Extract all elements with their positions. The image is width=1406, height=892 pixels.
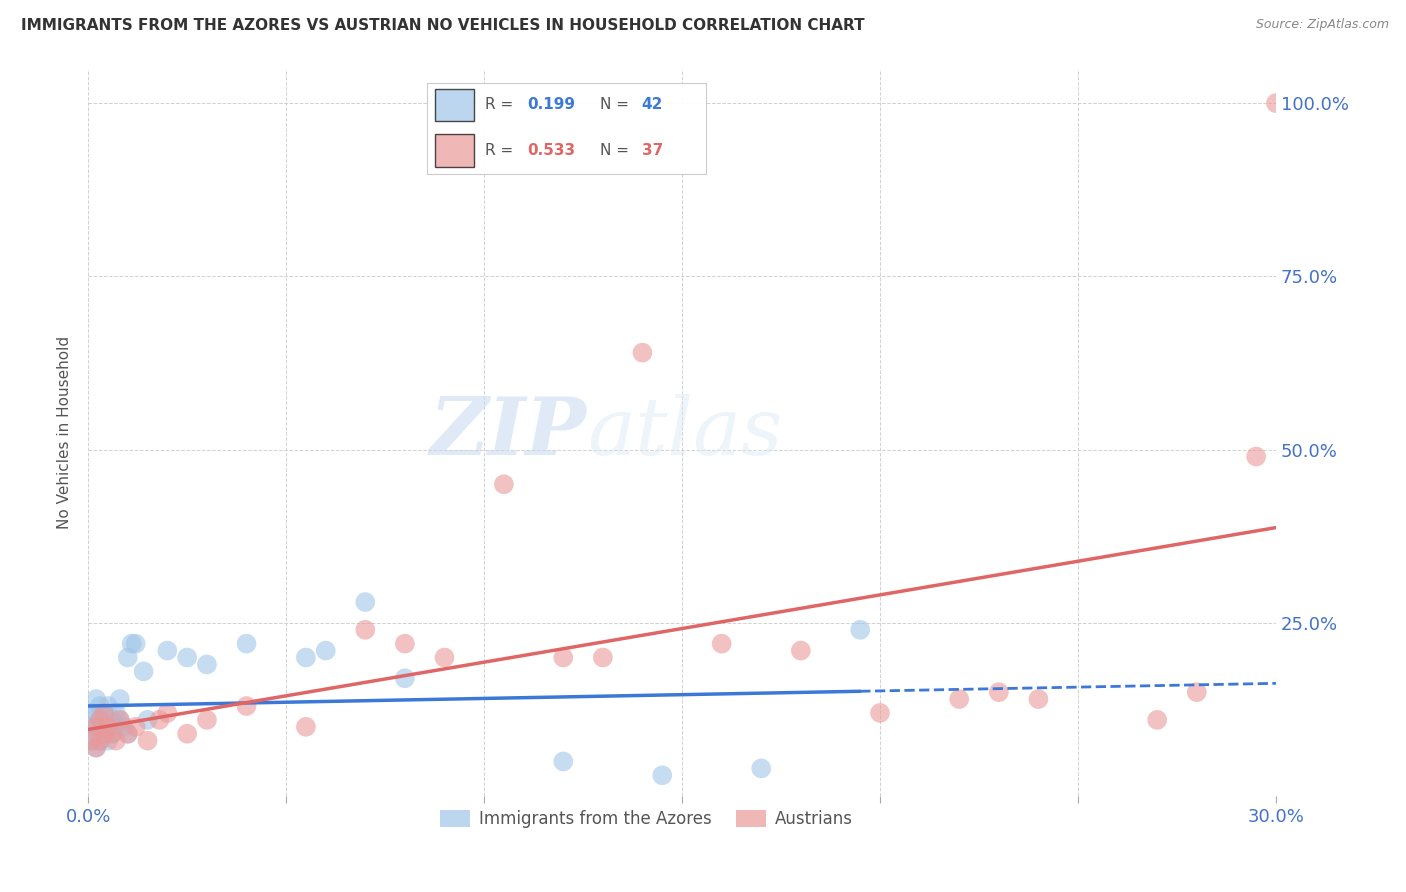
Point bbox=[394, 671, 416, 685]
Point bbox=[97, 720, 120, 734]
Point bbox=[84, 740, 107, 755]
Point bbox=[235, 698, 257, 713]
Point bbox=[117, 727, 139, 741]
Point bbox=[710, 637, 733, 651]
Text: atlas: atlas bbox=[588, 393, 782, 471]
Point bbox=[1146, 713, 1168, 727]
Point bbox=[101, 727, 124, 741]
Point bbox=[101, 713, 124, 727]
Point bbox=[156, 643, 179, 657]
Point bbox=[295, 720, 318, 734]
Point bbox=[553, 755, 575, 769]
Point bbox=[89, 720, 111, 734]
Point bbox=[592, 650, 614, 665]
Point bbox=[84, 720, 107, 734]
Point bbox=[82, 733, 104, 747]
Point bbox=[89, 713, 111, 727]
Point bbox=[82, 733, 104, 747]
Point bbox=[104, 733, 127, 747]
Point bbox=[97, 733, 120, 747]
Point bbox=[235, 637, 257, 651]
Point bbox=[176, 650, 198, 665]
Point bbox=[195, 713, 218, 727]
Point bbox=[176, 727, 198, 741]
Point bbox=[492, 477, 515, 491]
Text: Source: ZipAtlas.com: Source: ZipAtlas.com bbox=[1256, 18, 1389, 31]
Point bbox=[136, 733, 159, 747]
Legend: Immigrants from the Azores, Austrians: Immigrants from the Azores, Austrians bbox=[433, 804, 859, 835]
Point bbox=[101, 727, 124, 741]
Point bbox=[82, 720, 104, 734]
Point bbox=[136, 713, 159, 727]
Point bbox=[93, 706, 115, 720]
Point bbox=[82, 706, 104, 720]
Point bbox=[104, 706, 127, 720]
Point bbox=[84, 720, 107, 734]
Point bbox=[1265, 96, 1288, 111]
Point bbox=[117, 650, 139, 665]
Point bbox=[84, 706, 107, 720]
Point bbox=[84, 740, 107, 755]
Point bbox=[84, 692, 107, 706]
Point bbox=[948, 692, 970, 706]
Point bbox=[394, 637, 416, 651]
Point bbox=[132, 665, 155, 679]
Point bbox=[89, 698, 111, 713]
Point bbox=[433, 650, 456, 665]
Point bbox=[749, 761, 772, 775]
Point bbox=[790, 643, 813, 657]
Point bbox=[1185, 685, 1208, 699]
Point bbox=[553, 650, 575, 665]
Point bbox=[631, 345, 654, 359]
Point bbox=[156, 706, 179, 720]
Y-axis label: No Vehicles in Household: No Vehicles in Household bbox=[58, 335, 72, 529]
Point bbox=[104, 720, 127, 734]
Point bbox=[89, 733, 111, 747]
Point bbox=[295, 650, 318, 665]
Point bbox=[987, 685, 1010, 699]
Point bbox=[117, 727, 139, 741]
Point bbox=[93, 706, 115, 720]
Point bbox=[108, 692, 131, 706]
Text: ZIP: ZIP bbox=[430, 393, 588, 471]
Text: IMMIGRANTS FROM THE AZORES VS AUSTRIAN NO VEHICLES IN HOUSEHOLD CORRELATION CHAR: IMMIGRANTS FROM THE AZORES VS AUSTRIAN N… bbox=[21, 18, 865, 33]
Point bbox=[849, 623, 872, 637]
Point bbox=[108, 713, 131, 727]
Point bbox=[93, 727, 115, 741]
Point bbox=[93, 727, 115, 741]
Point bbox=[1244, 450, 1267, 464]
Point bbox=[112, 720, 135, 734]
Point bbox=[1028, 692, 1050, 706]
Point bbox=[869, 706, 891, 720]
Point bbox=[89, 733, 111, 747]
Point bbox=[148, 713, 170, 727]
Point bbox=[97, 698, 120, 713]
Point bbox=[354, 623, 377, 637]
Point bbox=[97, 720, 120, 734]
Point bbox=[89, 713, 111, 727]
Point bbox=[195, 657, 218, 672]
Point bbox=[315, 643, 337, 657]
Point bbox=[124, 720, 146, 734]
Point bbox=[108, 713, 131, 727]
Point bbox=[121, 637, 143, 651]
Point bbox=[124, 637, 146, 651]
Point bbox=[651, 768, 673, 782]
Point bbox=[354, 595, 377, 609]
Point bbox=[84, 727, 107, 741]
